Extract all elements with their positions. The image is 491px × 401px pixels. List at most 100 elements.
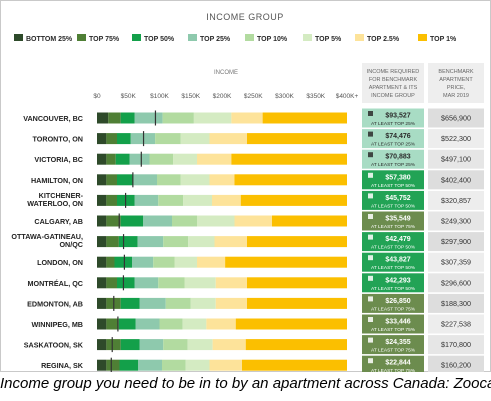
bar-segment: [106, 174, 117, 186]
bar-segment: [162, 112, 194, 124]
required-income-cell: [362, 190, 424, 210]
bar-segment: [120, 112, 135, 124]
bar-segment: [209, 359, 242, 371]
city-label: CALGARY, AB: [34, 217, 83, 226]
bar-segment: [97, 215, 107, 227]
benchmark-price-value: $402,400: [441, 175, 471, 184]
legend-label: BOTTOM 25%: [26, 36, 73, 43]
required-header-bg: [362, 63, 424, 103]
bar-segment: [231, 112, 263, 124]
benchmark-price-value: $497,100: [441, 155, 471, 164]
price-header-line: APARTMENT: [439, 77, 473, 83]
bar-segment: [247, 133, 347, 145]
bar-segment: [212, 194, 241, 206]
bar-segment: [97, 256, 107, 268]
bar-segment: [106, 359, 120, 371]
city-label: WATERLOO, ON: [27, 199, 83, 208]
bar-segment: [163, 236, 189, 248]
bar-segment: [214, 236, 247, 248]
bar-segment: [106, 215, 121, 227]
x-tick-label: $200K: [213, 93, 232, 100]
x-tick-label: $300K: [275, 93, 294, 100]
infographic: INCOME GROUP BOTTOM 25% TOP 75% TOP 50% TOP …: [0, 0, 491, 372]
building-icon: [368, 111, 373, 116]
price-cell: [428, 190, 484, 210]
city-label: WINNIPEG, MB: [31, 320, 83, 329]
building-icon: [368, 131, 373, 137]
x-tick-label: $50K: [121, 93, 137, 100]
benchmark-price-value: $160,200: [441, 361, 471, 370]
benchmark-price-value: $170,800: [441, 340, 471, 349]
bar-segment: [234, 215, 272, 227]
benchmark-price-value: $296,600: [441, 278, 471, 287]
bar-segment: [97, 174, 107, 186]
required-group-label: AT LEAST TOP 50%: [371, 265, 416, 271]
bar-segment: [106, 339, 121, 351]
required-header-line: APARTMENT & ITS: [369, 85, 418, 91]
required-income-value: $33,446: [385, 319, 410, 326]
required-income-value: $93,527: [385, 113, 410, 120]
bar-segment: [188, 236, 215, 248]
required-income-value: $42,479: [385, 236, 410, 243]
required-income-value: $35,549: [385, 216, 410, 223]
required-income-value: $45,752: [385, 195, 410, 202]
required-income-cell: [362, 252, 424, 272]
legend-label: TOP 5%: [315, 36, 342, 43]
building-icon: [368, 358, 373, 364]
benchmark-price-value: $188,300: [441, 299, 471, 308]
bar-segment: [130, 133, 156, 145]
bar-segment: [115, 153, 130, 165]
bar-segment: [120, 339, 140, 351]
bar-segment: [134, 112, 163, 124]
legend-label: TOP 25%: [200, 36, 231, 43]
bar-segment: [117, 133, 131, 145]
city-label: KITCHENER-: [39, 191, 84, 200]
legend-swatch: [132, 34, 141, 41]
required-income-cell: [362, 129, 424, 149]
legend-label: TOP 75%: [89, 36, 120, 43]
benchmark-price-value: $522,300: [441, 134, 471, 143]
bar-segment: [114, 256, 132, 268]
bar-segment: [212, 339, 246, 351]
city-label: LONDON, ON: [37, 258, 83, 267]
bar-segment: [106, 194, 117, 206]
bar-segment: [272, 215, 347, 227]
x-tick-label: $350K: [306, 93, 325, 100]
bar-segment: [187, 339, 213, 351]
required-income-value: $74,476: [385, 133, 410, 140]
price-cell: [428, 232, 484, 252]
required-income-cell: [362, 232, 424, 252]
required-income-cell: [362, 149, 424, 169]
price-cell: [428, 108, 484, 128]
bar-segment: [118, 236, 138, 248]
bar-segment: [129, 153, 150, 165]
city-label: HAMILTON, ON: [31, 176, 83, 185]
bar-segment: [97, 339, 107, 351]
building-icon: [368, 172, 373, 178]
bar-segment: [143, 215, 172, 227]
bar-segment: [162, 359, 186, 371]
price-cell: [428, 355, 484, 372]
bar-segment: [97, 112, 109, 124]
bar-segment: [234, 174, 347, 186]
benchmark-price-value: $297,900: [441, 237, 471, 246]
bar-segment: [139, 297, 166, 309]
city-label: EDMONTON, AB: [27, 299, 83, 308]
bar-segment: [97, 297, 107, 309]
building-icon: [368, 214, 373, 219]
bar-segment: [118, 318, 136, 330]
bar-segment: [206, 318, 236, 330]
required-income-cell: [362, 211, 424, 231]
required-group-label: AT LEAST TOP 75%: [371, 368, 416, 372]
required-group-label: AT LEAST TOP 50%: [371, 245, 416, 251]
legend-label: TOP 50%: [144, 36, 175, 43]
benchmark-price-value: $320,857: [441, 196, 471, 205]
required-header-line: FOR BENCHMARK: [369, 77, 418, 83]
legend-label: TOP 10%: [257, 36, 288, 43]
legend-swatch: [418, 34, 427, 41]
bar-segment: [209, 133, 247, 145]
legend-swatch: [77, 34, 86, 41]
bar-segment: [193, 112, 232, 124]
price-cell: [428, 293, 484, 313]
price-header-line: PRICE,: [447, 85, 466, 91]
